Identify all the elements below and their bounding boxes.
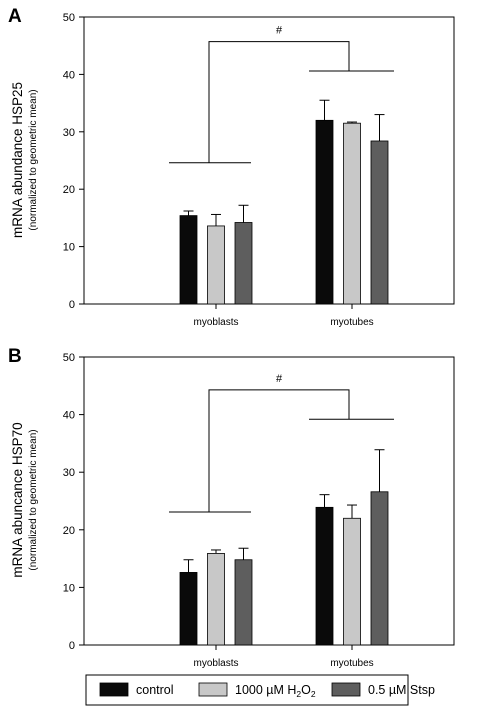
significance-mark: # [276, 373, 283, 385]
significance-mark: # [276, 25, 283, 37]
bracket-line [208, 41, 350, 163]
panel-a-letter: A [8, 6, 22, 27]
legend: control 1000 µM H2O2 0.5 µM Stsp [85, 674, 435, 706]
y-tick-label: 20 [63, 525, 75, 537]
plot-frame [83, 16, 455, 305]
legend-label-stsp: 0.5 µM Stsp [368, 683, 435, 697]
bar-myoblasts-0 [179, 572, 198, 646]
panel-b-letter: B [8, 346, 22, 367]
bar-myotubes-2 [370, 491, 389, 646]
y-tick-label: 0 [69, 299, 75, 311]
legend-swatch-control [99, 682, 129, 697]
panel-b-ylabel: mRNA abuncance HSP70 [10, 422, 25, 577]
y-tick-label: 40 [63, 69, 75, 81]
y-tick-label: 0 [69, 640, 75, 652]
panel-b-plot: 0 10 20 30 40 50 myoblasts myotubes # [63, 352, 455, 669]
category-label-myoblasts: myoblasts [193, 658, 238, 669]
y-tick-label: 50 [63, 352, 75, 364]
panel-a-plot: 0 10 20 30 40 50 myoblasts myotubes # [63, 12, 455, 328]
y-tick-label: 30 [63, 127, 75, 139]
bar-myotubes-1 [343, 517, 361, 646]
panel-b: B mRNA abuncance HSP70 (normalized to ge… [8, 346, 455, 669]
panel-b-ylabel-sub: (normalized to geometric mean) [28, 429, 39, 570]
category-label-myotubes: myotubes [330, 317, 373, 328]
legend-swatch-h2o2 [198, 682, 228, 697]
legend-label-h2o2: 1000 µM H2O2 [235, 683, 316, 699]
plot-frame [83, 356, 455, 646]
y-tick-label: 40 [63, 410, 75, 422]
bar-myoblasts-2 [234, 222, 253, 305]
bar-myoblasts-1 [207, 225, 225, 305]
category-label-myotubes: myotubes [330, 658, 373, 669]
bracket-line [208, 389, 350, 512]
panel-a: A mRNA abundance HSP25 (normalized to ge… [8, 6, 455, 328]
y-tick-label: 50 [63, 12, 75, 24]
legend-label-control: control [136, 683, 174, 697]
bar-myoblasts-1 [207, 553, 225, 646]
bar-myotubes-1 [343, 122, 361, 305]
legend-swatch-stsp [331, 682, 361, 697]
bar-myoblasts-0 [179, 215, 198, 305]
panel-a-ylabel-sub: (normalized to geometric mean) [28, 89, 39, 230]
y-tick-label: 10 [63, 242, 75, 254]
panel-a-ylabel: mRNA abundance HSP25 [10, 82, 25, 238]
bar-myotubes-0 [315, 506, 334, 646]
bar-myotubes-0 [315, 119, 334, 305]
y-tick-label: 20 [63, 184, 75, 196]
category-label-myoblasts: myoblasts [193, 317, 238, 328]
y-tick-label: 10 [63, 582, 75, 594]
y-tick-label: 30 [63, 467, 75, 479]
bar-myotubes-2 [370, 140, 389, 305]
bar-myoblasts-2 [234, 559, 253, 646]
